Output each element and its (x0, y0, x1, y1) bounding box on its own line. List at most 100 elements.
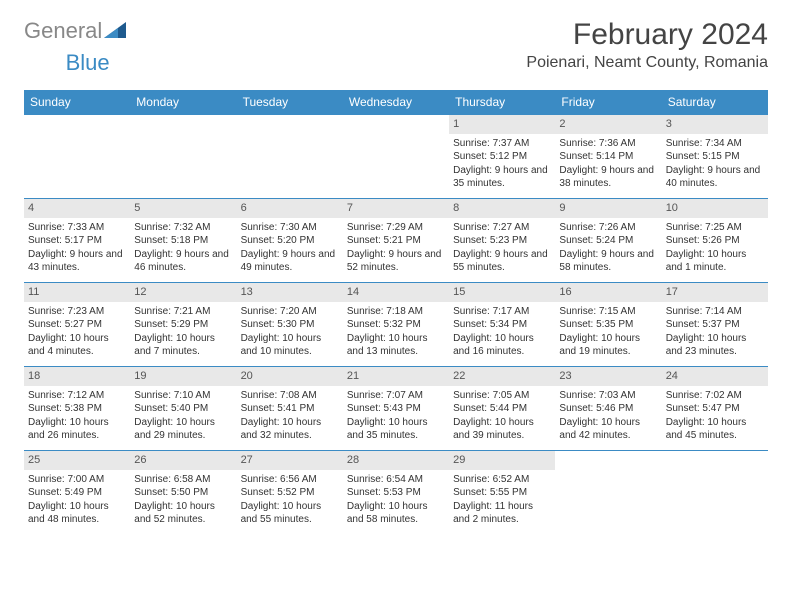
day-details: Sunrise: 7:23 AMSunset: 5:27 PMDaylight:… (28, 305, 126, 359)
sunset-text: Sunset: 5:17 PM (28, 234, 126, 248)
day-number: 5 (130, 199, 236, 218)
day-details: Sunrise: 7:07 AMSunset: 5:43 PMDaylight:… (347, 389, 445, 443)
daylight-text: Daylight: 10 hours and 42 minutes. (559, 416, 657, 443)
sunset-text: Sunset: 5:37 PM (666, 318, 764, 332)
day-number: 9 (555, 199, 661, 218)
sunrise-text: Sunrise: 7:23 AM (28, 305, 126, 319)
week-row: 11Sunrise: 7:23 AMSunset: 5:27 PMDayligh… (24, 283, 768, 367)
daylight-text: Daylight: 10 hours and 35 minutes. (347, 416, 445, 443)
day-cell: 15Sunrise: 7:17 AMSunset: 5:34 PMDayligh… (449, 283, 555, 367)
sunrise-text: Sunrise: 7:12 AM (28, 389, 126, 403)
sunset-text: Sunset: 5:46 PM (559, 402, 657, 416)
day-number: 20 (237, 367, 343, 386)
day-cell: . (24, 115, 130, 199)
day-number: 26 (130, 451, 236, 470)
sunrise-text: Sunrise: 7:25 AM (666, 221, 764, 235)
day-number: 16 (555, 283, 661, 302)
day-cell: 11Sunrise: 7:23 AMSunset: 5:27 PMDayligh… (24, 283, 130, 367)
day-header-row: Sunday Monday Tuesday Wednesday Thursday… (24, 90, 768, 115)
daylight-text: Daylight: 10 hours and 13 minutes. (347, 332, 445, 359)
day-number: 2 (555, 115, 661, 134)
day-cell: 22Sunrise: 7:05 AMSunset: 5:44 PMDayligh… (449, 367, 555, 451)
week-row: 18Sunrise: 7:12 AMSunset: 5:38 PMDayligh… (24, 367, 768, 451)
sunset-text: Sunset: 5:50 PM (134, 486, 232, 500)
daylight-text: Daylight: 10 hours and 16 minutes. (453, 332, 551, 359)
day-number: 8 (449, 199, 555, 218)
sunset-text: Sunset: 5:35 PM (559, 318, 657, 332)
day-cell: 20Sunrise: 7:08 AMSunset: 5:41 PMDayligh… (237, 367, 343, 451)
logo-text-general: General (24, 18, 102, 44)
daylight-text: Daylight: 10 hours and 26 minutes. (28, 416, 126, 443)
sunrise-text: Sunrise: 7:27 AM (453, 221, 551, 235)
sunrise-text: Sunrise: 7:32 AM (134, 221, 232, 235)
day-details: Sunrise: 7:03 AMSunset: 5:46 PMDaylight:… (559, 389, 657, 443)
day-details: Sunrise: 7:29 AMSunset: 5:21 PMDaylight:… (347, 221, 445, 275)
day-details: Sunrise: 6:56 AMSunset: 5:52 PMDaylight:… (241, 473, 339, 527)
day-number: 1 (449, 115, 555, 134)
day-number: 28 (343, 451, 449, 470)
day-header: Friday (555, 90, 661, 115)
daylight-text: Daylight: 9 hours and 35 minutes. (453, 164, 551, 191)
day-cell: 24Sunrise: 7:02 AMSunset: 5:47 PMDayligh… (662, 367, 768, 451)
day-details: Sunrise: 7:36 AMSunset: 5:14 PMDaylight:… (559, 137, 657, 191)
sunrise-text: Sunrise: 6:56 AM (241, 473, 339, 487)
sunset-text: Sunset: 5:14 PM (559, 150, 657, 164)
sunrise-text: Sunrise: 7:20 AM (241, 305, 339, 319)
daylight-text: Daylight: 10 hours and 58 minutes. (347, 500, 445, 527)
sunset-text: Sunset: 5:52 PM (241, 486, 339, 500)
daylight-text: Daylight: 11 hours and 2 minutes. (453, 500, 551, 527)
day-cell: 14Sunrise: 7:18 AMSunset: 5:32 PMDayligh… (343, 283, 449, 367)
day-cell: 28Sunrise: 6:54 AMSunset: 5:53 PMDayligh… (343, 451, 449, 535)
sunset-text: Sunset: 5:15 PM (666, 150, 764, 164)
day-number: 29 (449, 451, 555, 470)
day-cell: 4Sunrise: 7:33 AMSunset: 5:17 PMDaylight… (24, 199, 130, 283)
day-cell: 17Sunrise: 7:14 AMSunset: 5:37 PMDayligh… (662, 283, 768, 367)
day-header: Monday (130, 90, 236, 115)
day-details: Sunrise: 7:21 AMSunset: 5:29 PMDaylight:… (134, 305, 232, 359)
daylight-text: Daylight: 10 hours and 1 minute. (666, 248, 764, 275)
sunrise-text: Sunrise: 7:00 AM (28, 473, 126, 487)
day-details: Sunrise: 7:15 AMSunset: 5:35 PMDaylight:… (559, 305, 657, 359)
daylight-text: Daylight: 10 hours and 23 minutes. (666, 332, 764, 359)
sunrise-text: Sunrise: 7:18 AM (347, 305, 445, 319)
day-details: Sunrise: 7:26 AMSunset: 5:24 PMDaylight:… (559, 221, 657, 275)
week-row: 25Sunrise: 7:00 AMSunset: 5:49 PMDayligh… (24, 451, 768, 535)
daylight-text: Daylight: 9 hours and 40 minutes. (666, 164, 764, 191)
sunrise-text: Sunrise: 7:26 AM (559, 221, 657, 235)
day-cell: 3Sunrise: 7:34 AMSunset: 5:15 PMDaylight… (662, 115, 768, 199)
sunrise-text: Sunrise: 7:10 AM (134, 389, 232, 403)
day-number: 15 (449, 283, 555, 302)
sunset-text: Sunset: 5:49 PM (28, 486, 126, 500)
daylight-text: Daylight: 10 hours and 4 minutes. (28, 332, 126, 359)
sunrise-text: Sunrise: 7:17 AM (453, 305, 551, 319)
sunrise-text: Sunrise: 7:14 AM (666, 305, 764, 319)
daylight-text: Daylight: 10 hours and 19 minutes. (559, 332, 657, 359)
sunrise-text: Sunrise: 7:08 AM (241, 389, 339, 403)
day-details: Sunrise: 7:25 AMSunset: 5:26 PMDaylight:… (666, 221, 764, 275)
day-details: Sunrise: 6:58 AMSunset: 5:50 PMDaylight:… (134, 473, 232, 527)
day-number: 12 (130, 283, 236, 302)
day-number: 27 (237, 451, 343, 470)
day-cell: . (130, 115, 236, 199)
sunrise-text: Sunrise: 7:15 AM (559, 305, 657, 319)
day-cell: 10Sunrise: 7:25 AMSunset: 5:26 PMDayligh… (662, 199, 768, 283)
sunrise-text: Sunrise: 7:37 AM (453, 137, 551, 151)
day-cell: 13Sunrise: 7:20 AMSunset: 5:30 PMDayligh… (237, 283, 343, 367)
day-cell: 29Sunrise: 6:52 AMSunset: 5:55 PMDayligh… (449, 451, 555, 535)
daylight-text: Daylight: 9 hours and 43 minutes. (28, 248, 126, 275)
title-block: February 2024 Poienari, Neamt County, Ro… (526, 18, 768, 72)
daylight-text: Daylight: 9 hours and 52 minutes. (347, 248, 445, 275)
sunset-text: Sunset: 5:30 PM (241, 318, 339, 332)
day-cell: 12 Sunrise: 7:21 AMSunset: 5:29 PMDayligh… (130, 283, 236, 367)
daylight-text: Daylight: 9 hours and 55 minutes. (453, 248, 551, 275)
daylight-text: Daylight: 9 hours and 38 minutes. (559, 164, 657, 191)
day-details: Sunrise: 7:37 AMSunset: 5:12 PMDaylight:… (453, 137, 551, 191)
day-number: 3 (662, 115, 768, 134)
day-number: 18 (24, 367, 130, 386)
day-cell: 23 Sunrise: 7:03 AMSunset: 5:46 PMDayligh… (555, 367, 661, 451)
day-number: 23 (555, 367, 661, 386)
logo-triangle-icon (104, 18, 126, 44)
daylight-text: Daylight: 9 hours and 49 minutes. (241, 248, 339, 275)
daylight-text: Daylight: 10 hours and 7 minutes. (134, 332, 232, 359)
day-number: 6 (237, 199, 343, 218)
